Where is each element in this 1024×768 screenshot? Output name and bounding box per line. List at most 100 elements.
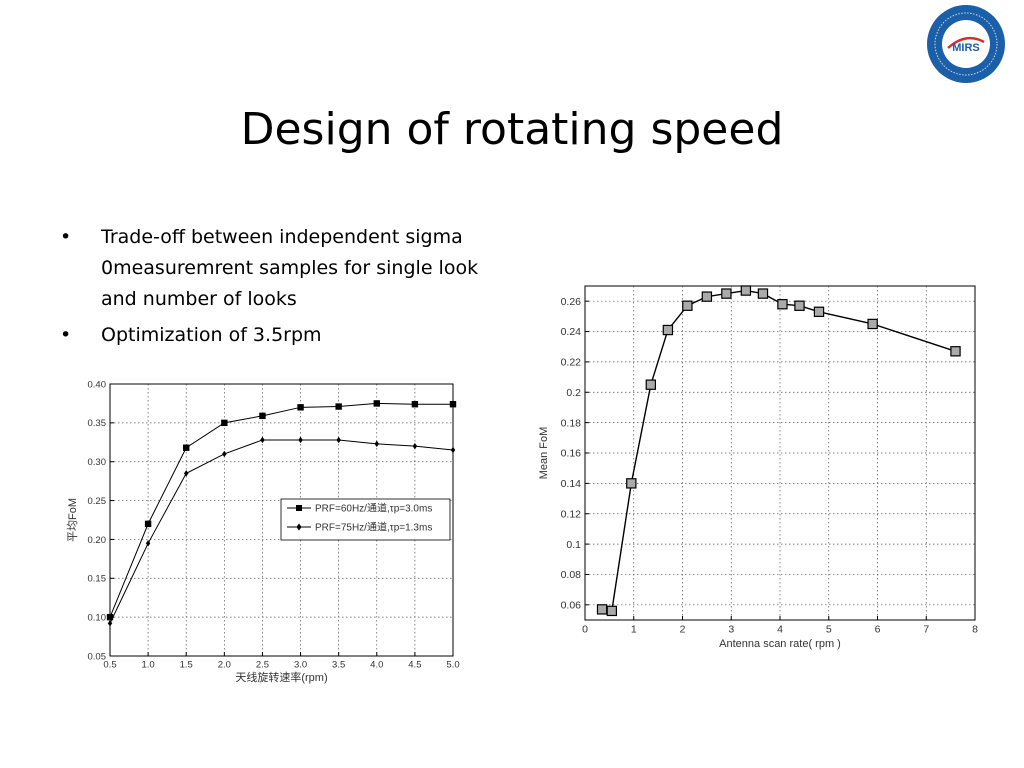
data-point-diamond [298, 436, 303, 444]
y-axis-label: 平均FoM [66, 498, 79, 542]
y-tick-label: 0.20 [88, 535, 107, 546]
data-point-diamond [260, 436, 265, 444]
data-point-square [297, 404, 304, 411]
data-point-square [183, 444, 190, 451]
legend-entry: PRF=60Hz/通道,τp=3.0ms [315, 502, 432, 515]
data-point-square [106, 613, 114, 621]
slide-title: Design of rotating speed [240, 104, 784, 155]
y-tick-label: 0.08 [561, 569, 582, 581]
bullet-text: Optimization of 3.5rpm [101, 324, 322, 346]
plot-group: 0.5 1.0 1.5 2.0 2.5 3.0 3.5 4.0 4.5 5.0 0.05 0.10 0.… [66, 379, 460, 684]
bullet-item: • Optimization of 3.5rpm [60, 320, 480, 351]
x-tick-label: 3.0 [294, 660, 307, 671]
bullet-list: • Trade-off between independent sigma 0m… [60, 222, 480, 356]
data-point-square [794, 300, 805, 311]
x-tick-label: 1 [631, 624, 637, 636]
legend-marker-square [296, 505, 302, 511]
y-tick-label: 0.15 [88, 574, 107, 585]
data-point-square [144, 520, 152, 528]
legend-box [280, 498, 451, 541]
data-point-square [662, 324, 674, 336]
y-tick-label: 0.14 [561, 478, 582, 490]
data-point-square [221, 419, 228, 427]
y-axis-label: Mean FoM [538, 427, 550, 480]
plot-group: 0 1 2 3 4 5 6 7 8 0.06 0.08 0.1 0.12 0.14 0.16 0.18 0.2 0… [538, 285, 978, 650]
data-point-square [682, 300, 693, 311]
data-point-diamond [412, 442, 418, 450]
data-point-diamond [222, 450, 227, 458]
x-tick-label: 3 [728, 624, 734, 636]
data-point-diamond [183, 470, 189, 477]
x-tick-label: 1.5 [180, 660, 193, 671]
data-point-square [335, 403, 342, 410]
y-tick-label: 0.40 [88, 379, 107, 390]
data-point-square [645, 379, 657, 390]
y-tick-label: 0.22 [561, 357, 582, 369]
bullet-dot: • [60, 226, 72, 248]
data-point-square [701, 291, 713, 302]
y-tick-label: 0.25 [88, 496, 107, 507]
legend-marker-diamond [296, 523, 302, 531]
data-point-square [757, 288, 769, 299]
y-tick-label: 0.16 [561, 448, 582, 460]
data-point-square [606, 605, 618, 617]
x-tick-label: 2 [680, 624, 686, 636]
x-tick-label: 0 [582, 624, 588, 636]
x-tick-label: 3.5 [332, 660, 345, 671]
institution-logo: MIRS [927, 5, 1005, 83]
data-point-diamond [336, 436, 341, 444]
data-point-diamond [107, 620, 113, 627]
data-point-square [721, 288, 732, 299]
legend-entry: PRF=75Hz/通道,τp=1.3ms [315, 521, 432, 534]
x-tick-label: 5 [826, 624, 832, 636]
bullet-dot: • [60, 324, 72, 346]
y-tick-label: 0.2 [566, 387, 581, 399]
data-point-square [626, 478, 637, 489]
x-tick-label: 0.5 [103, 660, 116, 671]
data-point-diamond [450, 446, 456, 454]
y-tick-label: 0.24 [561, 326, 582, 338]
x-axis-label: Antenna scan rate( rpm ) [719, 638, 841, 650]
y-tick-label: 0.26 [561, 296, 582, 308]
plot-frame [584, 285, 976, 621]
x-tick-label: 7 [923, 624, 929, 636]
data-point-diamond [374, 440, 380, 448]
x-tick-label: 1.0 [142, 660, 155, 671]
series-line [109, 402, 453, 618]
data-point-diamond [145, 540, 151, 547]
y-tick-label: 0.10 [88, 612, 107, 623]
data-point-square [373, 400, 380, 407]
y-tick-label: 0.35 [88, 418, 107, 429]
logo-text: MIRS [952, 42, 980, 54]
series-line [109, 439, 454, 624]
legend: PRF=60Hz/通道,τp=3.0ms PRF=75Hz/通道,τp=1.3ms [280, 498, 451, 541]
x-tick-label: 8 [972, 624, 978, 636]
x-tick-label: 6 [875, 624, 881, 636]
plot-frame [109, 383, 454, 657]
x-tick-label: 4 [777, 624, 783, 636]
y-tick-label: 0.30 [88, 457, 107, 468]
x-tick-label: 4.0 [370, 660, 383, 671]
data-point-square [411, 401, 419, 408]
x-tick-label: 2.0 [218, 660, 231, 671]
bullet-text: Trade-off between independent sigma 0mea… [101, 226, 479, 310]
y-tick-label: 0.05 [88, 651, 107, 662]
y-tick-label: 0.06 [561, 599, 582, 611]
data-point-square [259, 412, 266, 420]
y-tick-label: 0.1 [566, 539, 581, 551]
x-tick-label: 4.5 [408, 660, 421, 671]
y-tick-label: 0.18 [561, 417, 582, 429]
data-point-square [740, 285, 752, 296]
x-tick-label: 2.5 [256, 660, 269, 671]
data-point-square [777, 299, 788, 310]
x-tick-label: 5.0 [446, 660, 459, 671]
y-tick-label: 0.12 [561, 508, 582, 520]
data-point-square [813, 306, 825, 318]
data-point-square [449, 401, 457, 408]
x-axis-label: 天线旋转速率(rpm) [235, 670, 327, 684]
series-line [601, 289, 956, 612]
data-point-square [867, 318, 878, 330]
data-point-square [950, 346, 961, 357]
